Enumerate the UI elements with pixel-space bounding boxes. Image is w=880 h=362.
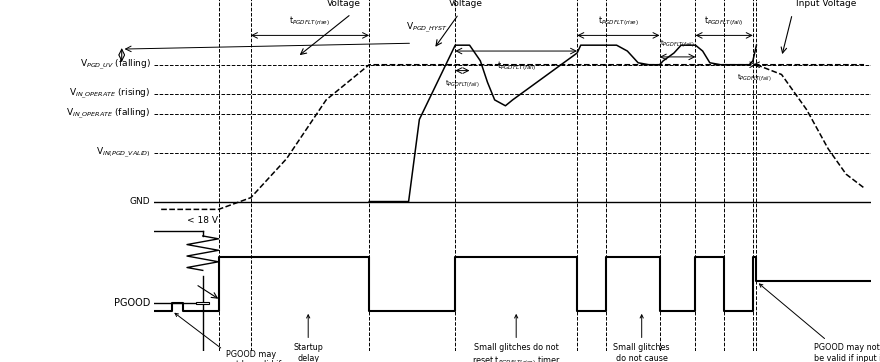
Text: t$_{PGDFLT(fall)}$: t$_{PGDFLT(fall)}$ [660, 38, 695, 49]
Text: Small glitches do not
reset t$_{PGDFLT(rise)}$ timer: Small glitches do not reset t$_{PGDFLT(r… [472, 315, 561, 362]
Text: t$_{PGDFLT(fall)}$: t$_{PGDFLT(fall)}$ [445, 79, 480, 89]
Text: PGOOD may not
be valid if input is
below V$_{IN(PGD\_VALID)}$: PGOOD may not be valid if input is below… [759, 284, 880, 362]
Text: t$_{PGDFLT(fall)}$: t$_{PGDFLT(fall)}$ [496, 59, 536, 73]
Text: Input Voltage: Input Voltage [796, 0, 856, 8]
Text: V$_{PGD\_HYST}$: V$_{PGD\_HYST}$ [406, 21, 447, 35]
Text: Startup
delay: Startup delay [293, 315, 323, 362]
Text: t$_{PGDFLT(rise)}$: t$_{PGDFLT(rise)}$ [598, 14, 639, 28]
Text: V$_{IN\_OPERATE}$ (falling): V$_{IN\_OPERATE}$ (falling) [66, 106, 150, 121]
Text: Output
Voltage: Output Voltage [449, 0, 483, 8]
Text: V$_{PGD\_UV}$ (falling): V$_{PGD\_UV}$ (falling) [79, 58, 150, 72]
Text: PGOOD may
not be valid if
input is below
V$_{IN(PGD\_VALID)}$: PGOOD may not be valid if input is below… [175, 313, 282, 362]
Text: Input
Voltage: Input Voltage [327, 0, 361, 8]
Text: GND: GND [129, 197, 150, 206]
Text: < 18 V: < 18 V [187, 216, 218, 225]
Bar [196, 302, 209, 304]
Text: V$_{IN(PGD\_VALID)}$: V$_{IN(PGD\_VALID)}$ [96, 146, 150, 160]
Text: t$_{PGDFLT(fall)}$: t$_{PGDFLT(fall)}$ [705, 14, 744, 28]
Text: V$_{IN\_OPERATE}$ (rising): V$_{IN\_OPERATE}$ (rising) [69, 87, 150, 101]
Text: Small glitches
do not cause
PGOOD to
signal a fault: Small glitches do not cause PGOOD to sig… [613, 315, 670, 362]
Text: PGOOD: PGOOD [114, 298, 150, 308]
Text: t$_{PGDFLT(fall)}$: t$_{PGDFLT(fall)}$ [737, 72, 772, 83]
Text: t$_{PGDFLT(rise)}$: t$_{PGDFLT(rise)}$ [290, 14, 331, 28]
